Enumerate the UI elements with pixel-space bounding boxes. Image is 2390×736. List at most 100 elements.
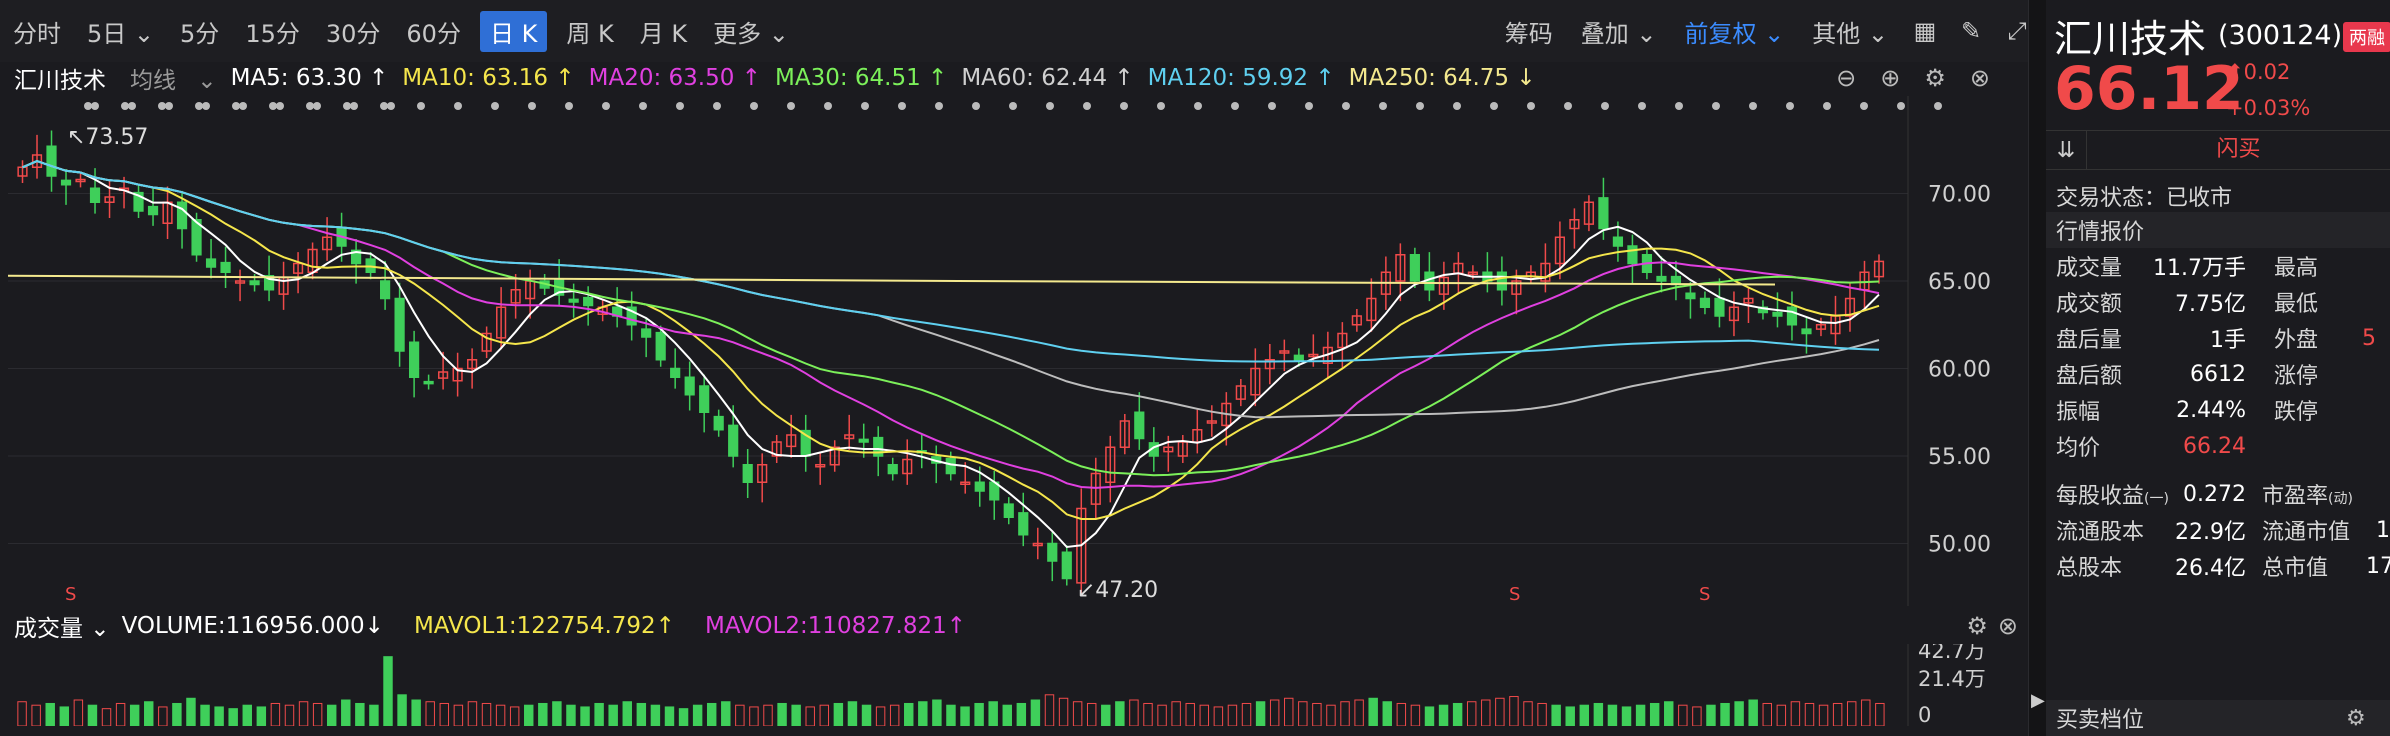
event-dot[interactable]	[1305, 102, 1313, 110]
event-dot[interactable]	[343, 102, 351, 110]
event-dot[interactable]	[313, 102, 321, 110]
event-dot[interactable]	[1083, 102, 1091, 110]
event-dot[interactable]	[1490, 102, 1498, 110]
zoom-out-icon[interactable]: ⊖	[1836, 64, 1857, 92]
event-dot[interactable]	[306, 102, 314, 110]
period-5min[interactable]: 5分	[180, 19, 220, 48]
event-dot[interactable]	[165, 102, 173, 110]
period-15min[interactable]: 15分	[245, 19, 300, 48]
event-dot[interactable]	[824, 102, 832, 110]
event-dot[interactable]	[1823, 102, 1831, 110]
period-monthly-k[interactable]: 月 K	[639, 19, 688, 48]
event-dot[interactable]	[128, 102, 136, 110]
grid-layout-icon[interactable]: ▦	[1913, 17, 1937, 45]
volume-settings-gear-icon[interactable]: ⚙	[1966, 612, 1988, 640]
quote-value: 66.24	[2183, 433, 2246, 459]
event-dot[interactable]	[1194, 102, 1202, 110]
event-dot[interactable]	[1601, 102, 1609, 110]
panel-splitter[interactable]: ▶	[2028, 0, 2046, 736]
event-dot[interactable]	[1342, 102, 1350, 110]
event-dot[interactable]	[1527, 102, 1535, 110]
event-dot[interactable]	[239, 102, 247, 110]
event-dot[interactable]	[1453, 102, 1461, 110]
event-dot[interactable]	[91, 102, 99, 110]
event-dot[interactable]	[158, 102, 166, 110]
event-dot[interactable]	[84, 102, 92, 110]
draw-pen-icon[interactable]: ✎	[1960, 17, 1982, 45]
event-dot[interactable]	[1749, 102, 1757, 110]
event-dot[interactable]	[380, 102, 388, 110]
event-dot[interactable]	[602, 102, 610, 110]
event-dot[interactable]	[232, 102, 240, 110]
volume-close-icon[interactable]: ⊗	[1997, 612, 2018, 640]
period-30min[interactable]: 30分	[325, 19, 381, 48]
event-dot[interactable]	[639, 102, 647, 110]
kline-chart[interactable]: 70.00 65.00 60.00 55.00 50.00 ↖73.57 ↙47.20 S S S	[7, 96, 2028, 606]
volume-title[interactable]: 成交量 ⌄	[14, 616, 110, 642]
event-dot[interactable]	[1564, 102, 1572, 110]
event-dot[interactable]	[1046, 102, 1054, 110]
event-dot[interactable]	[1897, 102, 1905, 110]
candle-body	[1047, 542, 1058, 562]
ma-selector[interactable]: 均线 ⌄	[130, 68, 217, 94]
event-dot[interactable]	[787, 102, 795, 110]
event-dot[interactable]	[1416, 102, 1424, 110]
event-dot[interactable]	[972, 102, 980, 110]
event-dot[interactable]	[454, 102, 462, 110]
volume-svg[interactable]: 42.7万 21.4万 0	[8, 639, 2028, 727]
event-dot[interactable]	[713, 102, 721, 110]
event-dot[interactable]	[1712, 102, 1720, 110]
event-dot[interactable]	[387, 102, 395, 110]
event-dot[interactable]	[1009, 102, 1017, 110]
fullscreen-icon[interactable]: ⤢	[2007, 17, 2027, 45]
period-60min[interactable]: 60分	[406, 19, 461, 48]
book-settings-gear-icon[interactable]: ⚙	[2346, 705, 2366, 731]
event-dot[interactable]	[1675, 102, 1683, 110]
event-dot[interactable]	[1860, 102, 1868, 110]
candle-body	[1119, 420, 1130, 448]
candle-body	[974, 481, 985, 492]
event-dot[interactable]	[276, 102, 284, 110]
period-daily-k[interactable]: 日 K	[479, 10, 548, 52]
close-icon[interactable]: ⊗	[1969, 64, 1990, 92]
adjust-menu[interactable]: 前复权 ⌄	[1684, 19, 1785, 48]
event-dot[interactable]	[1786, 102, 1794, 110]
collapse-arrow-icon[interactable]: ▶	[2031, 690, 2045, 711]
event-dot[interactable]	[491, 102, 499, 110]
event-dot[interactable]	[898, 102, 906, 110]
period-5day[interactable]: 5日 ⌄	[87, 19, 155, 48]
event-dot[interactable]	[676, 102, 684, 110]
overlay-menu[interactable]: 叠加 ⌄	[1580, 19, 1657, 48]
kline-svg[interactable]: 70.00 65.00 60.00 55.00 50.00 ↖73.57 ↙47.20 S S S	[7, 96, 2028, 606]
settings-gear-icon[interactable]: ⚙	[1924, 64, 1946, 92]
event-dot[interactable]	[121, 102, 129, 110]
event-dot[interactable]	[1934, 102, 1942, 110]
event-dot[interactable]	[1268, 102, 1276, 110]
event-dot[interactable]	[1120, 102, 1128, 110]
volume-chart[interactable]: 42.7万 21.4万 0	[8, 639, 2028, 727]
candle-body	[394, 297, 405, 352]
flash-buy-button[interactable]: 闪买	[2086, 130, 2390, 170]
event-dot[interactable]	[1157, 102, 1165, 110]
event-dot[interactable]	[1379, 102, 1387, 110]
period-fenshi[interactable]: 分时	[13, 19, 61, 48]
event-dot[interactable]	[417, 102, 425, 110]
expand-arrow-icon[interactable]: ⇊	[2056, 137, 2076, 163]
event-dot[interactable]	[350, 102, 358, 110]
more-menu[interactable]: 更多 ⌄	[713, 19, 789, 48]
event-dot[interactable]	[861, 102, 869, 110]
period-weekly-k[interactable]: 周 K	[566, 19, 614, 48]
event-dot[interactable]	[565, 102, 573, 110]
event-dot[interactable]	[935, 102, 943, 110]
event-dot[interactable]	[269, 102, 277, 110]
event-dot[interactable]	[528, 102, 536, 110]
order-book-header: 买卖档位 ⚙	[2046, 700, 2390, 736]
event-dot[interactable]	[202, 102, 210, 110]
event-dot[interactable]	[195, 102, 203, 110]
event-dot[interactable]	[1638, 102, 1646, 110]
zoom-in-icon[interactable]: ⊕	[1880, 64, 1901, 92]
chips-button[interactable]: 筹码	[1504, 19, 1553, 48]
event-dot[interactable]	[750, 102, 758, 110]
other-menu[interactable]: 其他 ⌄	[1812, 19, 1888, 48]
event-dot[interactable]	[1231, 102, 1239, 110]
